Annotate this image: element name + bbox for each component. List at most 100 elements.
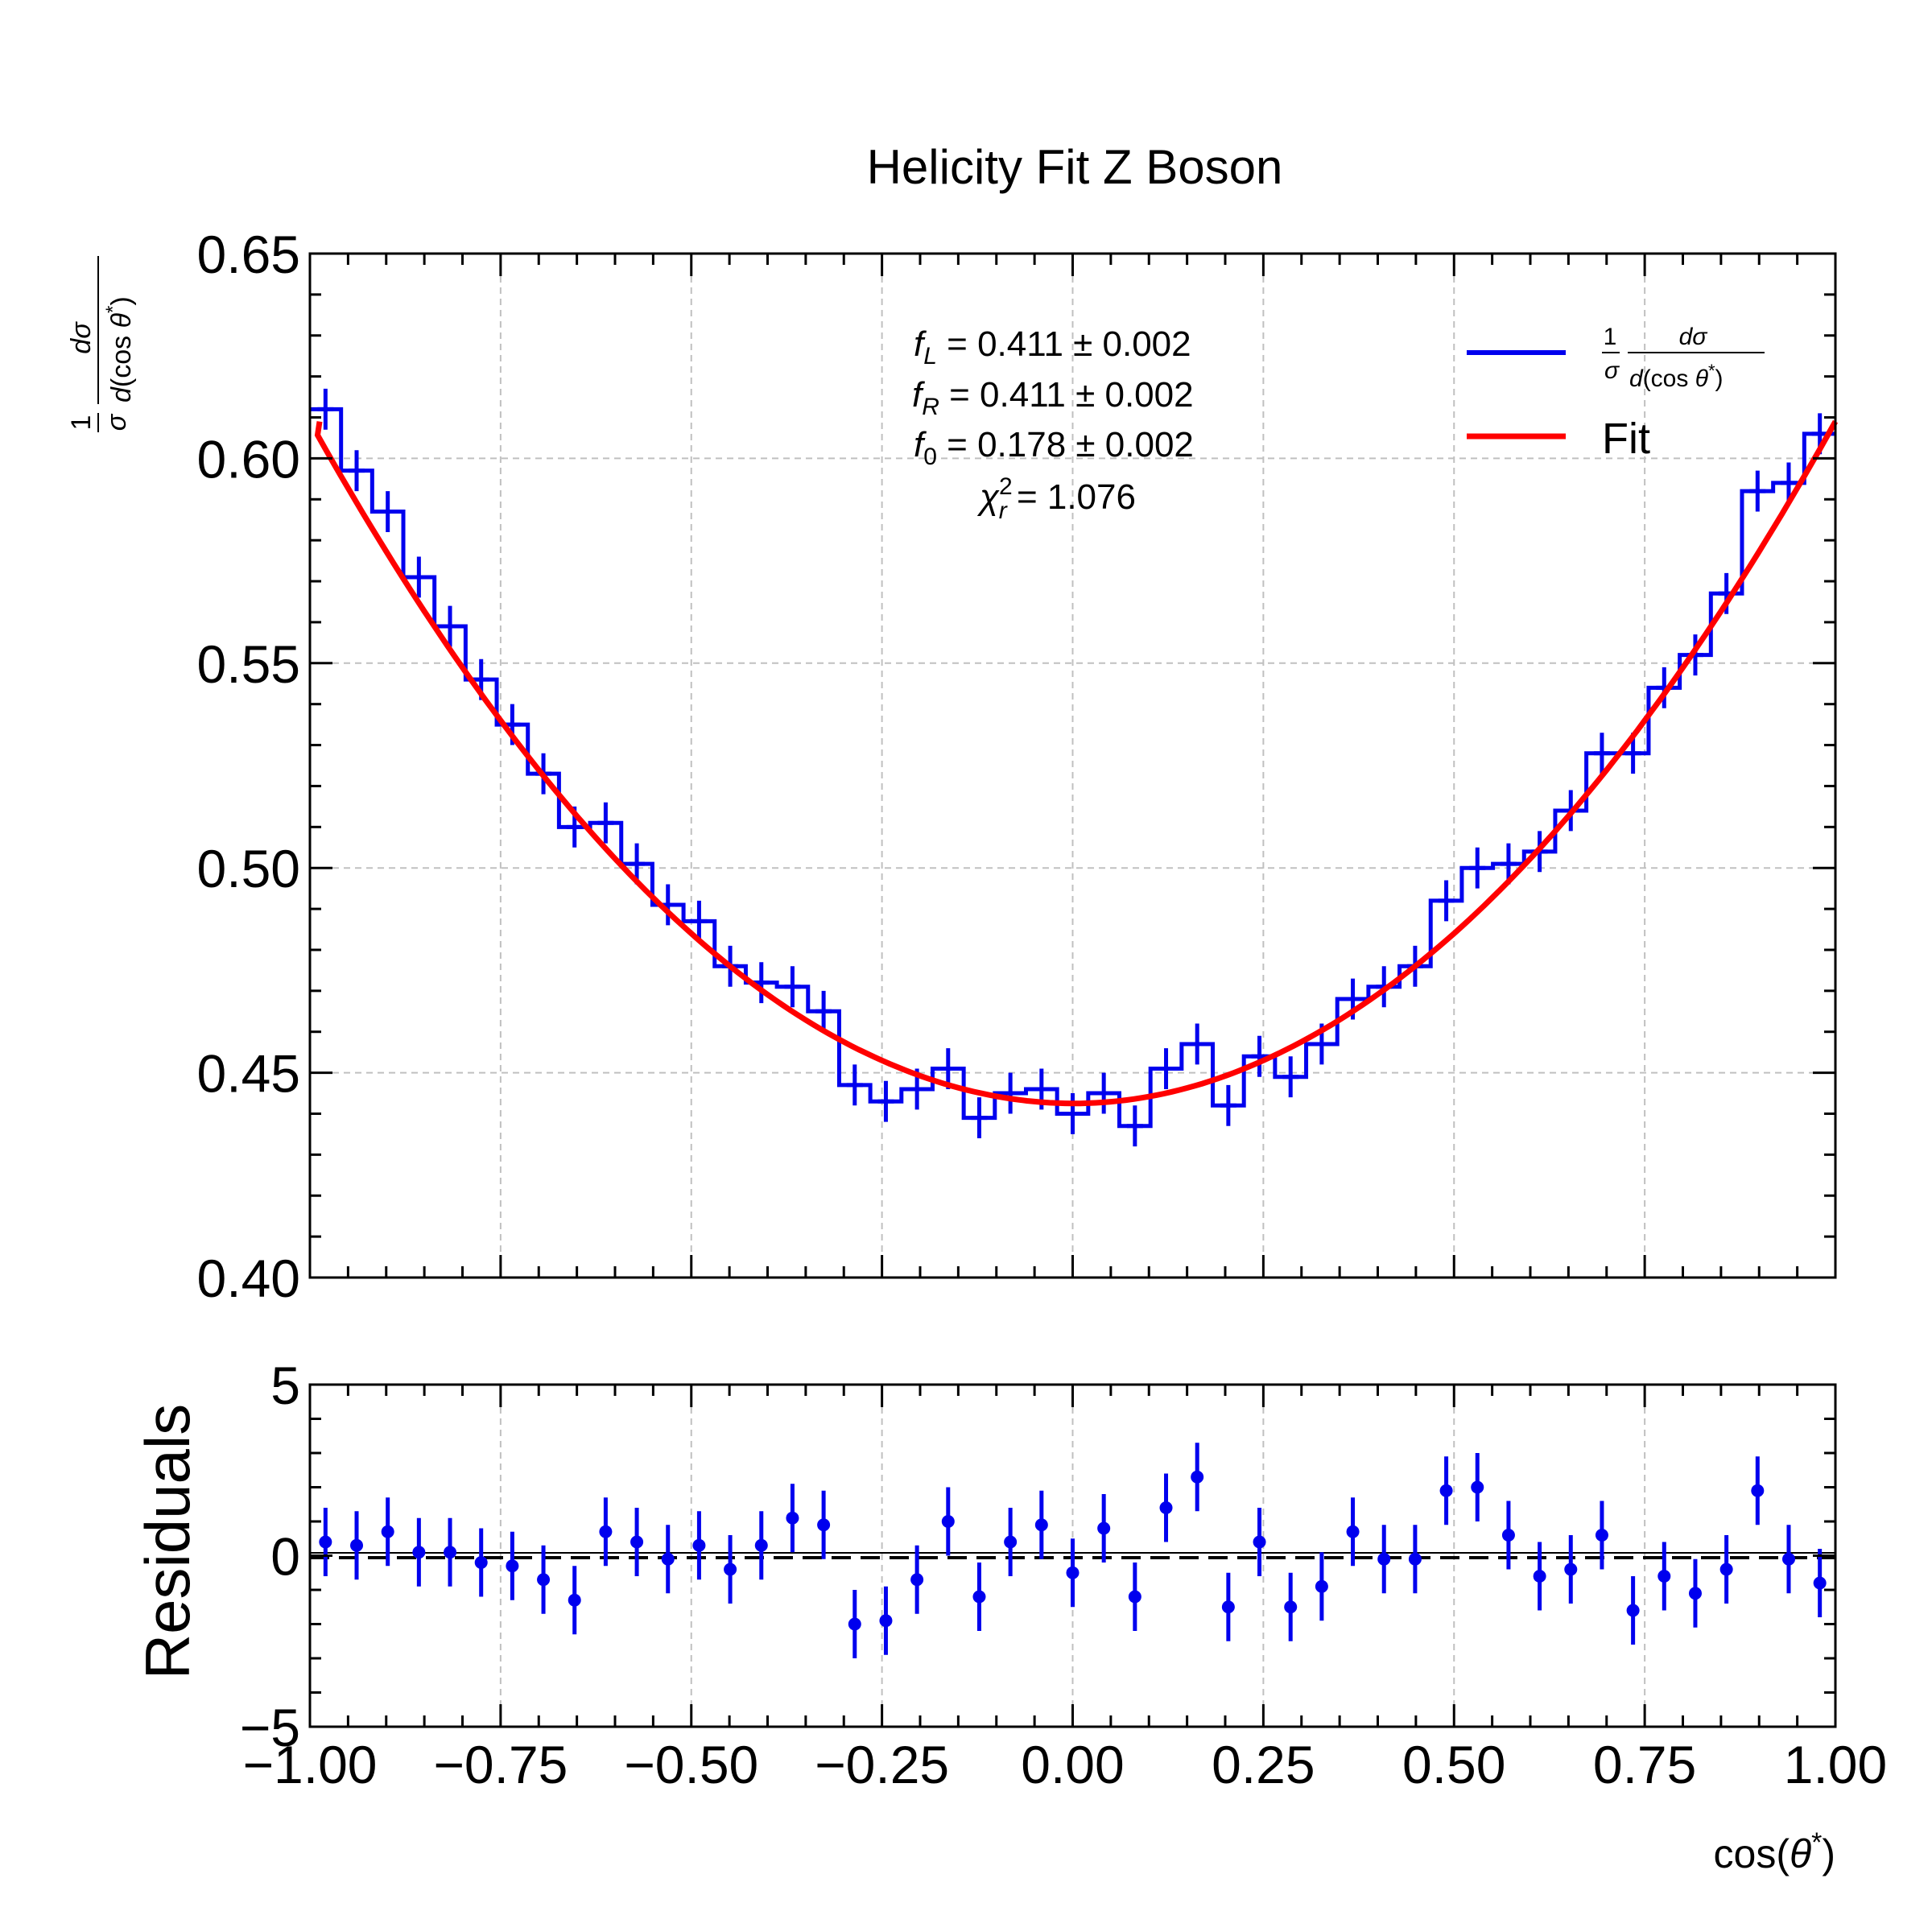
residual-y-tick-label: 5 <box>270 1356 300 1415</box>
x-tick-label: 0.00 <box>1021 1735 1124 1794</box>
histogram-bin <box>411 556 427 598</box>
y-tick-label: 0.65 <box>197 225 300 284</box>
y-tick-label: 0.50 <box>197 839 300 898</box>
residual-point <box>537 1545 551 1614</box>
residual-point <box>910 1545 924 1614</box>
histogram-bin <box>846 1064 863 1106</box>
residual-point <box>506 1531 519 1600</box>
histogram-bin <box>691 900 708 942</box>
residual-point <box>444 1517 457 1587</box>
residual-point <box>1813 1549 1827 1617</box>
svg-text:1: 1 <box>1604 324 1617 350</box>
main-panel: 0.40 0.45 0.50 0.55 0.60 0.65 fL = 0.411 ± 0.… <box>66 225 1839 1308</box>
residual-point <box>1501 1501 1515 1570</box>
x-tick-label: −0.25 <box>815 1735 949 1794</box>
residual-y-axis-label: Residuals <box>132 1404 203 1680</box>
residual-point <box>1719 1535 1733 1604</box>
residual-point <box>1408 1525 1422 1594</box>
residual-point <box>1004 1508 1018 1576</box>
histogram-bin <box>379 491 396 532</box>
svg-text:dσ: dσ <box>1679 324 1709 350</box>
x-axis-label: cos(θ*) <box>1714 1827 1835 1876</box>
histogram-bin <box>597 802 614 844</box>
histogram-bin <box>1438 880 1455 922</box>
residual-point <box>1533 1542 1546 1611</box>
residual-point <box>1066 1538 1080 1608</box>
residual-panel: −5 0 5 −1.00 −0.75 −0.50 −0.25 0.00 0.25 0.50 0.7… <box>132 1356 1887 1876</box>
residual-point <box>754 1511 768 1580</box>
annotation-chi2: χ2 r = 1.076 <box>976 473 1136 524</box>
histogram-bin <box>317 388 334 430</box>
histogram-bin <box>1189 1023 1206 1065</box>
histogram-bin <box>877 1080 894 1122</box>
residual-point <box>350 1511 364 1580</box>
histogram-bin <box>442 605 459 647</box>
x-tick-labels: −1.00 −0.75 −0.50 −0.25 0.00 0.25 0.50 0.75 1.00 <box>243 1735 1888 1794</box>
fit-curve <box>314 419 1839 1107</box>
residual-point <box>848 1590 861 1658</box>
histogram-bin <box>753 962 770 1004</box>
histogram-bin <box>1780 462 1797 504</box>
y-tick-label: 0.45 <box>197 1044 300 1104</box>
histogram-bin <box>1282 1056 1299 1098</box>
chart-title: Helicity Fit Z Boson <box>867 140 1283 194</box>
main-grid <box>310 254 1835 1278</box>
histogram-bin <box>1220 1084 1236 1126</box>
y-tick-label: 0.55 <box>197 634 300 694</box>
residual-point <box>568 1566 581 1635</box>
svg-text:σ: σ <box>101 413 132 431</box>
residual-point <box>1688 1558 1702 1628</box>
residual-y-tick-label: 0 <box>270 1527 300 1587</box>
residual-y-tick-label: −5 <box>240 1698 300 1757</box>
main-y-axis-label: 1 σ dσ d(cos θ*) <box>66 256 137 432</box>
residual-point <box>474 1528 488 1597</box>
x-tick-label: 0.25 <box>1212 1735 1315 1794</box>
histogram-bin <box>1096 1072 1113 1114</box>
residual-point <box>972 1563 986 1631</box>
annotation-fR: fR = 0.411 ± 0.002 <box>912 375 1194 420</box>
y-tick-label: 0.60 <box>197 429 300 489</box>
main-ticks <box>308 252 1837 1279</box>
residual-point <box>817 1490 831 1559</box>
histogram-bin <box>784 966 801 1008</box>
residual-point <box>1439 1456 1453 1525</box>
x-tick-label: 0.75 <box>1593 1735 1696 1794</box>
x-tick-label: 1.00 <box>1784 1735 1887 1794</box>
histogram-bin <box>349 450 365 492</box>
residual-point <box>1253 1508 1266 1576</box>
residual-point <box>1191 1443 1204 1512</box>
residual-point <box>724 1535 737 1604</box>
x-tick-label: −0.50 <box>624 1735 758 1794</box>
histogram-bin <box>1158 1048 1174 1089</box>
svg-text:σ: σ <box>1604 357 1620 384</box>
svg-text:d(cos θ*): d(cos θ*) <box>1629 361 1724 392</box>
histogram-bin <box>971 1097 988 1139</box>
residual-point <box>1657 1542 1671 1611</box>
residual-point <box>319 1508 332 1576</box>
y-tick-label: 0.40 <box>197 1249 300 1308</box>
histogram-bin <box>1469 847 1486 889</box>
residual-point <box>661 1525 675 1594</box>
histogram-bin <box>815 990 832 1032</box>
x-tick-label: −1.00 <box>243 1735 378 1794</box>
residual-point <box>381 1497 394 1567</box>
legend-fit-label: Fit <box>1602 415 1650 463</box>
histogram-bin <box>1064 1093 1081 1134</box>
residual-point <box>879 1586 893 1655</box>
residual-point <box>630 1508 644 1576</box>
residual-point <box>1781 1525 1795 1594</box>
histogram-bin <box>1593 733 1610 774</box>
legend-hist-label: 1 σ dσ d(cos θ*) <box>1602 324 1765 392</box>
residual-point <box>1097 1494 1111 1563</box>
x-tick-label: −0.75 <box>433 1735 568 1794</box>
x-tick-label: 0.50 <box>1402 1735 1505 1794</box>
residual-point <box>1471 1453 1484 1521</box>
residual-point <box>599 1497 613 1567</box>
residual-points <box>319 1443 1827 1658</box>
histogram-series <box>310 407 1835 1129</box>
main-y-tick-labels: 0.40 0.45 0.50 0.55 0.60 0.65 <box>197 225 300 1308</box>
residual-point <box>1595 1501 1608 1570</box>
residual-point <box>1159 1473 1173 1542</box>
residual-point <box>1564 1535 1578 1604</box>
residual-point <box>1128 1563 1141 1631</box>
